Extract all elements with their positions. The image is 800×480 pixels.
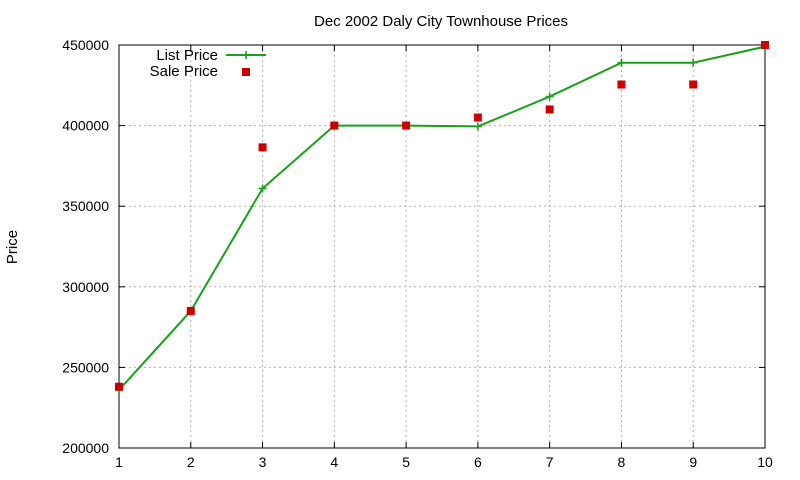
list-price-point bbox=[473, 122, 482, 131]
legend-plus-marker bbox=[242, 51, 250, 59]
sale-price-point bbox=[473, 113, 482, 122]
list-price-point bbox=[617, 58, 626, 67]
sale-price-point bbox=[186, 306, 195, 315]
grid bbox=[119, 45, 765, 448]
x-tick-label: 9 bbox=[689, 454, 697, 470]
sale-price-point bbox=[330, 121, 339, 130]
axis-ticks: 1 2 3 4 5 6 7 8 9 10 200000 250000 300000 350000 40000… bbox=[62, 37, 773, 470]
x-tick-label: 6 bbox=[474, 454, 482, 470]
sale-price-point bbox=[258, 143, 267, 152]
x-tick-label: 10 bbox=[757, 454, 773, 470]
series bbox=[115, 41, 769, 394]
y-tick-label: 200000 bbox=[62, 440, 109, 456]
series-sale-price bbox=[115, 41, 769, 391]
sale-price-point bbox=[689, 80, 698, 89]
list-price-point bbox=[545, 92, 554, 101]
list-price-line bbox=[118, 45, 766, 391]
y-tick-label: 450000 bbox=[62, 37, 109, 53]
x-tick-label: 7 bbox=[546, 454, 554, 470]
list-price-point bbox=[689, 58, 698, 67]
sale-price-point bbox=[761, 41, 769, 49]
x-tick-label: 5 bbox=[402, 454, 410, 470]
x-tick-label: 4 bbox=[330, 454, 338, 470]
list-price-point bbox=[258, 184, 267, 193]
legend-square-marker bbox=[242, 68, 250, 76]
plot-frame bbox=[118, 44, 766, 449]
y-tick-label: 400000 bbox=[62, 118, 109, 134]
y-tick-label: 350000 bbox=[62, 198, 109, 214]
legend-label: Sale Price bbox=[150, 63, 218, 80]
series-list-price bbox=[115, 42, 769, 394]
x-tick-label: 1 bbox=[115, 454, 123, 470]
y-tick-label: 300000 bbox=[62, 279, 109, 295]
x-tick-label: 2 bbox=[187, 454, 195, 470]
sale-price-point bbox=[617, 80, 626, 89]
sale-price-point bbox=[545, 105, 554, 114]
x-tick-label: 3 bbox=[259, 454, 267, 470]
x-tick-label: 8 bbox=[618, 454, 626, 470]
sale-price-point bbox=[115, 382, 123, 391]
legend-label: List Price bbox=[156, 47, 218, 64]
y-axis-label: Price bbox=[4, 230, 21, 264]
sale-price-point bbox=[402, 121, 411, 130]
chart-title: Dec 2002 Daly City Townhouse Prices bbox=[314, 13, 568, 30]
y-tick-label: 250000 bbox=[62, 359, 109, 375]
